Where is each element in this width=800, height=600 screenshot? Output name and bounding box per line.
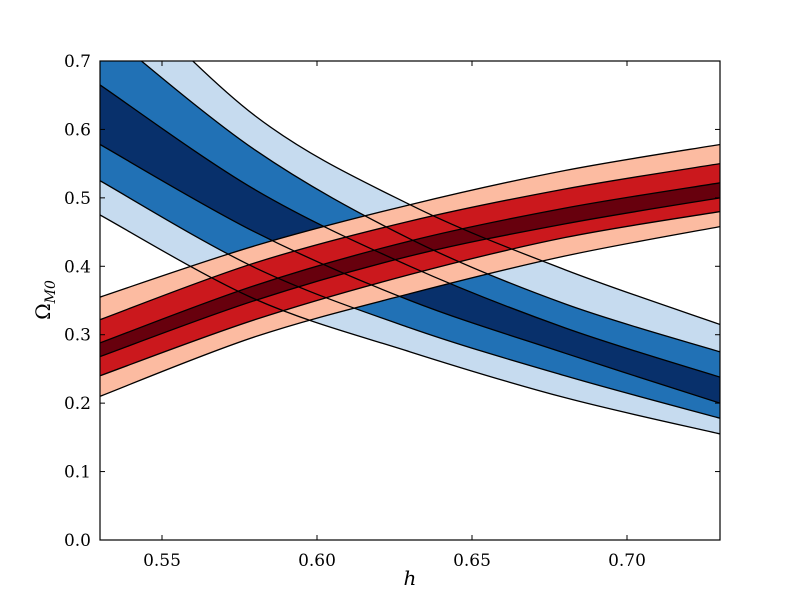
ticks-layer: 0.55 0.60 0.65 0.70 0.0 0.1 0.2 0.3 0.4 0.5 0.6 0.7 [64, 52, 720, 571]
red-band-level-1-upper-edge [100, 182, 720, 344]
y-tick-label: 0.2 [64, 394, 91, 414]
x-axis-label: h [404, 566, 417, 590]
red-band-level-1-lower-edge [100, 197, 720, 358]
y-tick-label: 0.6 [64, 120, 91, 140]
x-tick-label: 0.65 [453, 551, 491, 571]
bands-layer [100, 61, 720, 435]
svg-text:ΩM0: ΩM0 [31, 280, 59, 320]
blue-band-level-2-upper-edge [140, 61, 720, 353]
y-axis-label: ΩM0 [31, 280, 59, 320]
y-tick-label: 0.3 [64, 326, 91, 346]
y-axis-label-subscript: M0 [43, 280, 59, 304]
blue-band-level-3-lower-edge [100, 214, 720, 435]
red-band-level-2-lower-edge [100, 210, 720, 377]
y-tick-label: 0.0 [64, 531, 91, 551]
blue-band-level-1-upper-edge [100, 84, 720, 378]
blue-band-level-1-lower-edge [100, 143, 720, 404]
blue-band-level-2-lower-edge [100, 180, 720, 419]
x-tick-label: 0.70 [608, 551, 646, 571]
blue-band-level-3-upper-edge [191, 61, 720, 326]
red-band-level-3-upper-edge [100, 143, 720, 298]
red-band-level-2-upper-edge [100, 162, 720, 321]
y-tick-label: 0.1 [64, 463, 91, 483]
y-tick-label: 0.5 [64, 189, 91, 209]
x-tick-label: 0.55 [143, 551, 181, 571]
x-tick-label: 0.60 [298, 551, 336, 571]
plot-frame [99, 60, 721, 541]
y-tick-label: 0.4 [64, 257, 91, 277]
red-band-level-3-lower-edge [100, 225, 720, 397]
red-band-level-1 [100, 182, 720, 357]
y-tick-label: 0.7 [64, 52, 91, 72]
y-axis-label-main: Ω [31, 303, 55, 320]
blue-band-level-1 [100, 84, 720, 404]
